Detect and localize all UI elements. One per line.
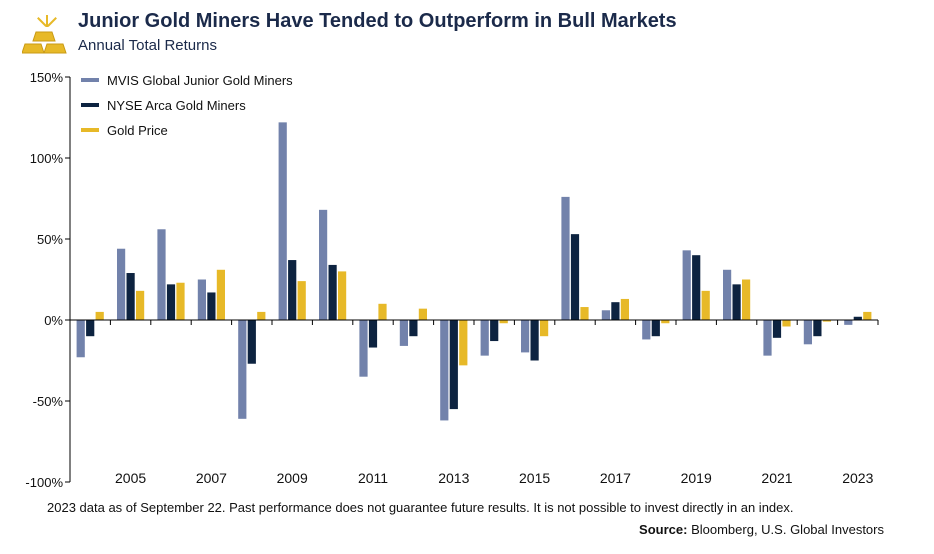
bar-gold-price-2011 [378, 303, 387, 320]
source-line: Source: Bloomberg, U.S. Global Investors [639, 522, 884, 537]
bar-nyse-arca-gold-miners-2018 [651, 320, 660, 337]
bar-nyse-arca-gold-miners-2022 [813, 320, 822, 337]
bar-mvis-global-junior-gold-miners-2015 [521, 320, 530, 353]
legend-swatch-2 [81, 128, 99, 132]
legend-label-0: MVIS Global Junior Gold Miners [107, 73, 293, 88]
chart-title: Junior Gold Miners Have Tended to Outper… [78, 10, 677, 32]
bar-mvis-global-junior-gold-miners-2011 [359, 320, 368, 377]
bar-nyse-arca-gold-miners-2023 [853, 316, 862, 320]
source-text: Bloomberg, U.S. Global Investors [691, 522, 884, 537]
bar-mvis-global-junior-gold-miners-2018 [642, 320, 651, 340]
bar-nyse-arca-gold-miners-2009 [288, 260, 297, 320]
y-tick-label: 150% [30, 70, 64, 85]
bar-gold-price-2009 [297, 281, 306, 320]
bar-gold-price-2015 [540, 320, 549, 337]
bar-mvis-global-junior-gold-miners-2023 [844, 320, 853, 325]
bar-nyse-arca-gold-miners-2012 [409, 320, 418, 337]
bar-mvis-global-junior-gold-miners-2007 [197, 279, 206, 320]
bar-nyse-arca-gold-miners-2010 [328, 264, 337, 320]
bar-nyse-arca-gold-miners-2007 [207, 292, 216, 320]
bar-nyse-arca-gold-miners-2017 [611, 302, 620, 320]
bar-gold-price-2019 [701, 290, 710, 320]
bar-nyse-arca-gold-miners-2011 [368, 320, 378, 348]
bar-mvis-global-junior-gold-miners-2012 [399, 320, 408, 346]
bar-mvis-global-junior-gold-miners-2021 [763, 320, 772, 356]
bar-nyse-arca-gold-miners-2008 [247, 320, 256, 364]
bar-mvis-global-junior-gold-miners-2014 [480, 320, 489, 356]
y-tick-label: 50% [37, 232, 63, 247]
y-tick-label: -50% [33, 394, 64, 409]
bar-nyse-arca-gold-miners-2005 [126, 273, 135, 320]
x-tick-label-2017: 2017 [600, 470, 631, 486]
y-tick-label: -100% [25, 475, 63, 490]
source-label: Source: [639, 522, 688, 537]
bar-gold-price-2017 [620, 298, 629, 320]
bar-nyse-arca-gold-miners-2016 [570, 234, 580, 320]
bar-gold-price-2012 [418, 308, 427, 320]
bar-gold-price-2016 [580, 307, 589, 320]
bar-mvis-global-junior-gold-miners-2013 [440, 320, 449, 421]
bar-mvis-global-junior-gold-miners-2008 [238, 320, 247, 419]
bar-gold-price-2008 [257, 311, 266, 320]
bar-mvis-global-junior-gold-miners-2019 [682, 250, 691, 320]
y-tick-label: 100% [30, 151, 64, 166]
bar-gold-price-2007 [216, 269, 225, 320]
bar-nyse-arca-gold-miners-2015 [530, 320, 539, 361]
x-tick-label-2021: 2021 [761, 470, 792, 486]
bar-mvis-global-junior-gold-miners-2010 [319, 209, 328, 320]
bar-mvis-global-junior-gold-miners-2006 [157, 229, 166, 320]
bar-nyse-arca-gold-miners-2004 [86, 320, 95, 337]
bar-gold-price-2006 [176, 282, 185, 320]
bar-mvis-global-junior-gold-miners-2020 [723, 269, 732, 320]
bar-mvis-global-junior-gold-miners-2017 [601, 310, 610, 320]
legend-label-2: Gold Price [107, 123, 168, 138]
bar-gold-price-2010 [338, 271, 347, 320]
x-tick-label-2019: 2019 [681, 470, 712, 486]
bar-gold-price-2023 [863, 311, 872, 320]
x-tick-label-2023: 2023 [842, 470, 873, 486]
bar-nyse-arca-gold-miners-2014 [490, 320, 499, 342]
x-tick-label-2005: 2005 [115, 470, 146, 486]
chart-subtitle: Annual Total Returns [78, 37, 217, 54]
bar-gold-price-2013 [459, 320, 468, 366]
bar-nyse-arca-gold-miners-2021 [772, 320, 782, 338]
bar-gold-price-2021 [782, 320, 791, 327]
footnote: 2023 data as of September 22. Past perfo… [47, 500, 794, 515]
bar-mvis-global-junior-gold-miners-2022 [803, 320, 812, 345]
bar-nyse-arca-gold-miners-2020 [732, 284, 741, 320]
bar-nyse-arca-gold-miners-2006 [166, 284, 176, 320]
bar-gold-price-2020 [742, 279, 751, 320]
bar-gold-price-2018 [661, 320, 670, 324]
x-tick-label-2013: 2013 [438, 470, 469, 486]
bar-mvis-global-junior-gold-miners-2004 [76, 320, 85, 358]
gold-bars-logo-icon [22, 15, 67, 54]
bar-mvis-global-junior-gold-miners-2009 [278, 122, 287, 320]
x-tick-label-2009: 2009 [277, 470, 308, 486]
bar-nyse-arca-gold-miners-2019 [692, 255, 701, 320]
bar-mvis-global-junior-gold-miners-2005 [117, 248, 126, 320]
bar-gold-price-2022 [822, 320, 831, 322]
bar-mvis-global-junior-gold-miners-2016 [561, 196, 570, 320]
bar-nyse-arca-gold-miners-2013 [449, 320, 458, 410]
x-tick-label-2015: 2015 [519, 470, 550, 486]
legend-swatch-0 [81, 78, 99, 82]
y-tick-label: 0% [44, 313, 63, 328]
bar-gold-price-2004 [95, 311, 104, 320]
x-tick-label-2011: 2011 [358, 470, 388, 486]
bar-gold-price-2005 [136, 290, 145, 320]
bar-gold-price-2014 [499, 320, 508, 324]
legend-label-1: NYSE Arca Gold Miners [107, 98, 246, 113]
x-tick-label-2007: 2007 [196, 470, 227, 486]
legend-swatch-1 [81, 103, 99, 107]
